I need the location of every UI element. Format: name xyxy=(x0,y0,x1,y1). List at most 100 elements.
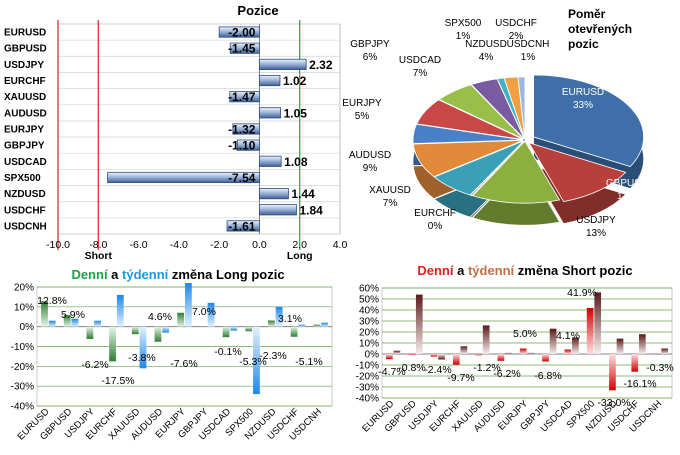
y-tick-label: 0% xyxy=(365,350,380,361)
daily-bar xyxy=(290,326,298,337)
data-label: -2.4% xyxy=(424,364,451,376)
y-tick-label: -10% xyxy=(356,361,379,372)
positions-bar xyxy=(232,123,260,135)
weekly-bar xyxy=(638,334,646,354)
positions-bar xyxy=(229,42,260,54)
pie-slice-percent: 2% xyxy=(509,31,524,42)
positions-chart: Pozice EURUSD GBPUSD USDJPY EURCHF XAUUSD AUD… xyxy=(4,3,347,262)
daily-bar xyxy=(386,354,393,360)
y-tick-label: -20% xyxy=(11,362,34,373)
positions-x-tick-label: 0.0 xyxy=(252,239,267,251)
weekly-bar xyxy=(415,294,423,354)
positions-bar xyxy=(226,220,260,232)
data-label: -5.3% xyxy=(239,356,266,368)
positions-data-label: -1.47 xyxy=(228,90,256,104)
pie-slice xyxy=(438,84,525,140)
y-tick-label: 20% xyxy=(14,283,34,294)
pie-slice xyxy=(416,99,524,140)
pie-slice xyxy=(433,140,524,196)
daily-bar xyxy=(609,354,616,391)
long-y-tick-labels: 20% 10% 0% -10% -20% -30% -40% xyxy=(11,283,34,413)
short-title-weekly: týdenní xyxy=(468,263,515,278)
daily-bar xyxy=(631,354,639,372)
positions-bar xyxy=(259,204,297,216)
pie-slice-label: EURJPY xyxy=(342,98,382,109)
pie-slice-label: GBPUSD xyxy=(606,178,648,189)
daily-bar xyxy=(268,320,275,327)
pie-slice-percent: 9% xyxy=(363,163,378,174)
weekly-bar xyxy=(321,322,328,327)
daily-bar xyxy=(245,326,253,332)
daily-bar xyxy=(109,326,116,362)
positions-bar xyxy=(259,74,281,87)
positions-category-label: AUDUSD xyxy=(4,108,47,119)
weekly-bar xyxy=(616,338,624,354)
positions-category-label: GBPJPY xyxy=(4,141,45,152)
short-bars xyxy=(386,292,668,391)
data-label: 3.1% xyxy=(278,313,302,325)
positions-x-tick-label: -10.0 xyxy=(46,239,70,251)
weekly-bar xyxy=(298,324,306,327)
positions-category-label: USDCAD xyxy=(4,157,47,168)
positions-data-label: -1.45 xyxy=(228,42,256,56)
pie-slice-percent: 1% xyxy=(521,52,536,63)
y-tick-label: -40% xyxy=(356,394,379,405)
short-y-tick-labels: 60%50%40%30%20%10%0%-10%-20%-30%-40% xyxy=(356,284,379,405)
daily-bar xyxy=(222,326,230,338)
long-title-rest: změna Long pozic xyxy=(168,267,284,282)
positions-data-label: 1.84 xyxy=(299,203,323,217)
positions-x-tick-label: -6.0 xyxy=(130,239,148,251)
positions-bar xyxy=(229,91,260,103)
weekly-bar xyxy=(207,302,215,327)
daily-bar xyxy=(430,354,438,357)
positions-title: Pozice xyxy=(237,3,278,18)
data-label: -1.2% xyxy=(473,362,500,374)
data-label: -6.2% xyxy=(81,359,108,371)
positions-data-label: 1.05 xyxy=(284,106,308,120)
long-change-chart: Denní a týdenní změna Long pozic 20% 10% 0… xyxy=(11,267,333,443)
daily-bar xyxy=(475,354,482,356)
pie-slice-percent: 0% xyxy=(428,221,443,232)
y-tick-label: 50% xyxy=(359,295,379,306)
weekly-bar xyxy=(527,352,535,354)
positions-category-label: EURUSD xyxy=(4,28,46,39)
data-label: -0.1% xyxy=(214,346,241,358)
daily-bar xyxy=(131,326,139,335)
pie-slice-label: NZDUSD xyxy=(465,39,507,50)
data-label: 4.1% xyxy=(556,330,580,342)
weekly-bar xyxy=(572,337,579,354)
weekly-bar xyxy=(505,352,512,354)
pie-slice-label: SPX500 xyxy=(445,18,482,29)
pie-slice-label: USDCNH xyxy=(507,39,550,50)
short-gridlines xyxy=(381,287,673,399)
pie-slice-percent: 13% xyxy=(586,228,606,239)
data-label: -9.7% xyxy=(447,372,474,384)
positions-reference-lines xyxy=(57,20,301,250)
long-title: Denní a týdenní změna Long pozic xyxy=(71,267,284,282)
y-tick-label: -10% xyxy=(11,342,34,353)
weekly-bar xyxy=(661,348,668,354)
positions-data-label: -1.32 xyxy=(228,123,256,137)
pie-slice-percent: 33% xyxy=(573,100,593,111)
short-title-daily: Denní xyxy=(417,263,454,278)
positions-category-label: NZDUSD xyxy=(4,189,46,200)
pie-slice xyxy=(533,74,644,167)
pie-slice xyxy=(471,140,561,204)
weekly-bar xyxy=(48,320,56,327)
pie-slice-percent: 7% xyxy=(383,198,398,209)
positions-bar xyxy=(259,188,289,200)
data-label: 5.9% xyxy=(61,309,85,321)
data-label: -7.6% xyxy=(170,358,197,370)
pie-slice-percent: 1% xyxy=(456,31,471,42)
positions-x-tick-label: 4.0 xyxy=(333,239,348,251)
positions-category-label: USDJPY xyxy=(4,60,44,71)
pie-title-line-2: otevřených xyxy=(568,22,632,36)
weekly-bar xyxy=(393,350,401,354)
positions-bar xyxy=(107,171,260,184)
pie-slice-label: EURUSD xyxy=(562,87,604,98)
positions-category-label: XAUUSD xyxy=(4,92,46,103)
positions-x-tick-label: -4.0 xyxy=(170,239,188,251)
long-bars xyxy=(41,283,328,395)
pie-slice xyxy=(517,76,526,139)
pie-slice xyxy=(412,123,524,144)
